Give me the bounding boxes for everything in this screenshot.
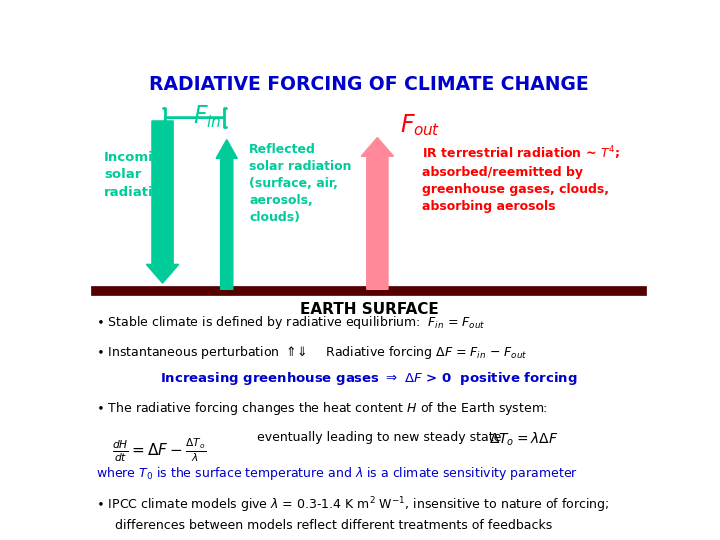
Text: Incoming
solar
radiation: Incoming solar radiation — [104, 151, 173, 199]
Text: differences between models reflect different treatments of feedbacks: differences between models reflect diffe… — [115, 519, 552, 532]
FancyArrow shape — [216, 140, 238, 289]
Text: IR terrestrial radiation ~ $T^4$;
absorbed/reemitted by
greenhouse gases, clouds: IR terrestrial radiation ~ $T^4$; absorb… — [422, 145, 620, 213]
Text: $\Delta T_o = \lambda \Delta F$: $\Delta T_o = \lambda \Delta F$ — [489, 431, 558, 448]
Text: $\bullet$ Stable climate is defined by radiative equilibrium:  $\mathit{F}_{in}$: $\bullet$ Stable climate is defined by r… — [96, 314, 485, 331]
Text: $\bullet$ IPCC climate models give $\lambda$ = 0.3-1.4 K m$^2$ W$^{-1}$, insensi: $\bullet$ IPCC climate models give $\lam… — [96, 495, 609, 515]
Text: where $\mathit{T}_0$ is the surface temperature and $\lambda$ is a climate sensi: where $\mathit{T}_0$ is the surface temp… — [96, 465, 577, 482]
Text: RADIATIVE FORCING OF CLIMATE CHANGE: RADIATIVE FORCING OF CLIMATE CHANGE — [149, 75, 589, 94]
FancyArrow shape — [361, 138, 394, 289]
Text: eventually leading to new steady state: eventually leading to new steady state — [258, 431, 502, 444]
Text: $\bullet$ The radiative forcing changes the heat content $\mathit{H}$ of the Ear: $\bullet$ The radiative forcing changes … — [96, 400, 547, 417]
Text: Reflected
solar radiation
(surface, air,
aerosols,
clouds): Reflected solar radiation (surface, air,… — [249, 143, 351, 224]
Text: EARTH SURFACE: EARTH SURFACE — [300, 302, 438, 317]
Text: Increasing greenhouse gases $\Rightarrow$ $\Delta\mathit{F}$ > 0  positive forci: Increasing greenhouse gases $\Rightarrow… — [161, 370, 577, 387]
FancyArrow shape — [146, 121, 179, 283]
Text: $\mathit{F}$: $\mathit{F}$ — [400, 113, 415, 137]
Text: $\bullet$ Instantaneous perturbation $\Uparrow\!\!\Downarrow$    Radiative forci: $\bullet$ Instantaneous perturbation $\U… — [96, 344, 527, 361]
Text: $\mathit{out}$: $\mathit{out}$ — [413, 122, 440, 138]
Text: $\mathit{F}$: $\mathit{F}$ — [193, 104, 209, 129]
Text: $\frac{dH}{dt} = \Delta F - \frac{\Delta T_o}{\lambda}$: $\frac{dH}{dt} = \Delta F - \frac{\Delta… — [112, 437, 207, 464]
Text: $\mathit{in}$: $\mathit{in}$ — [206, 114, 221, 130]
